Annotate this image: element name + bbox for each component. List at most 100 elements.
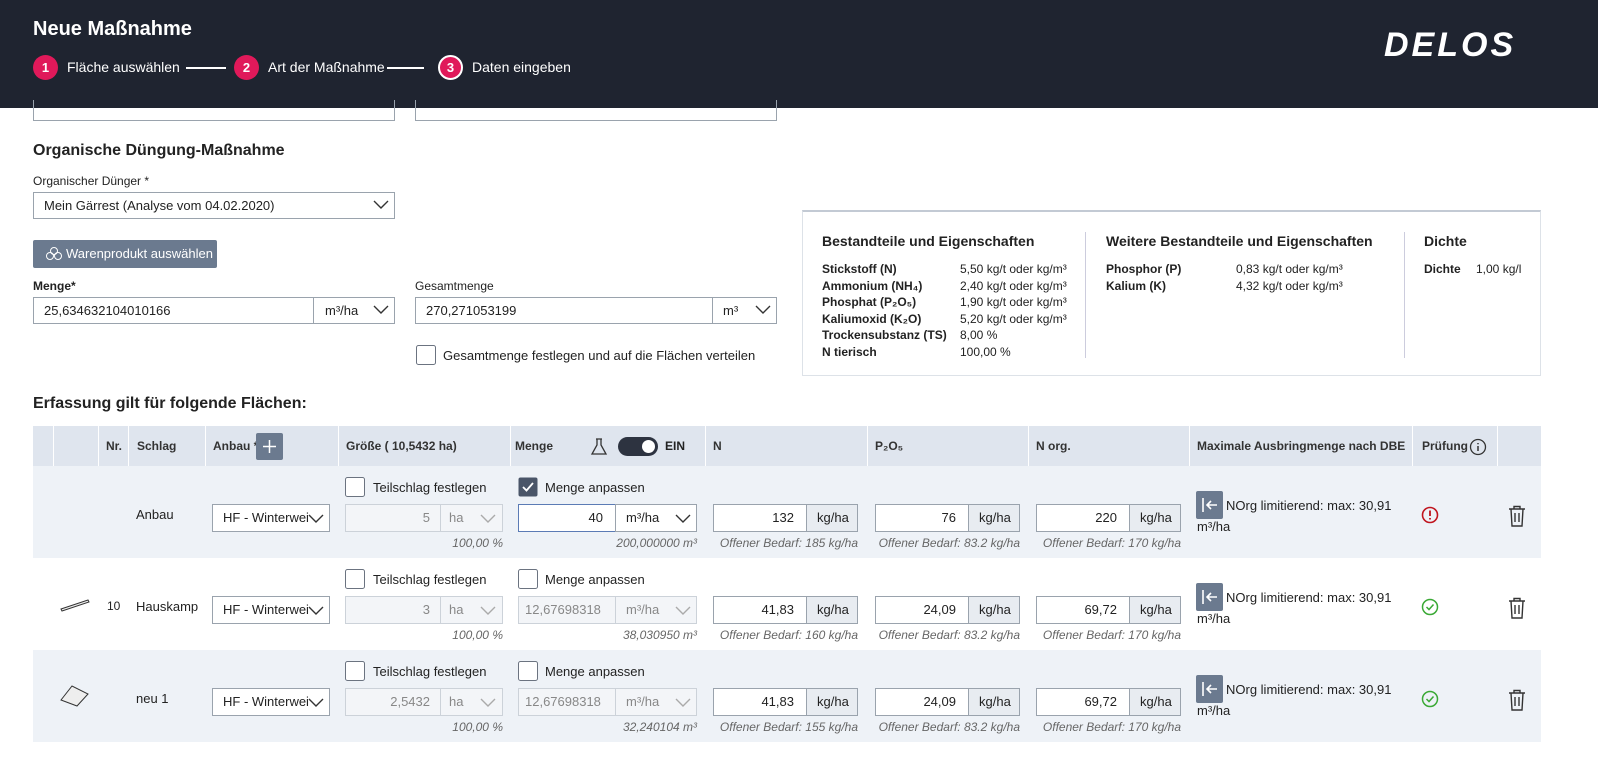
property-value: 100,00 % xyxy=(960,344,1011,359)
checkbox-box[interactable] xyxy=(416,345,436,365)
nutrient-unit[interactable]: kg/ha xyxy=(968,504,1020,532)
menge-input[interactable]: 40 xyxy=(518,504,616,532)
step-circle: 3 xyxy=(438,55,463,80)
nutrient-input[interactable]: 69,72 xyxy=(1036,688,1130,716)
checkbox[interactable] xyxy=(518,661,538,681)
checkbox-label: Teilschlag festlegen xyxy=(373,572,487,587)
checkbox[interactable] xyxy=(518,477,538,497)
info-circle xyxy=(1469,438,1487,456)
size-input[interactable]: 2,5432 xyxy=(345,688,441,716)
nutrient-bedarf: Offener Bedarf: 83.2 kg/ha xyxy=(878,720,1020,734)
menge-unit[interactable]: m³/ha xyxy=(313,297,395,324)
checkbox-box[interactable] xyxy=(345,661,365,681)
step-connector xyxy=(186,67,226,69)
size-input[interactable]: 5 xyxy=(345,504,441,532)
nutrient-unit[interactable]: kg/ha xyxy=(1129,688,1181,716)
divider xyxy=(1085,232,1086,358)
nutrient-unit[interactable]: kg/ha xyxy=(1129,504,1181,532)
menge-unit[interactable]: m³/ha xyxy=(615,596,697,624)
column-divider xyxy=(338,426,339,467)
nutrient-bedarf: Offener Bedarf: 185 kg/ha xyxy=(719,536,858,550)
checkbox-label: Menge anpassen xyxy=(545,480,645,495)
row-schlag: Anbau xyxy=(136,507,174,522)
checkbox-box[interactable] xyxy=(518,477,538,497)
menge-unit[interactable]: m³/ha xyxy=(615,688,697,716)
fertilizer-select[interactable]: Mein Gärrest (Analyse vom 04.02.2020) xyxy=(33,192,395,219)
status-circle xyxy=(1421,598,1439,616)
logo: DELOS xyxy=(1384,26,1517,64)
menge-total: 200,000000 m³ xyxy=(616,536,697,550)
nutrient-unit[interactable]: kg/ha xyxy=(1129,596,1181,624)
chevron-line xyxy=(675,698,691,707)
trash[interactable] xyxy=(1509,689,1525,711)
property-value: 2,40 kg/t oder kg/m³ xyxy=(960,278,1067,293)
nutrient-input[interactable]: 24,09 xyxy=(875,596,969,624)
nutrient-input[interactable]: 24,09 xyxy=(875,688,969,716)
clipped-input xyxy=(415,100,777,121)
toggle-knob xyxy=(642,440,655,453)
row-nr: 10 xyxy=(107,599,121,613)
menge-input[interactable]: 25,634632104010166 xyxy=(33,297,314,324)
checkbox-box[interactable] xyxy=(518,569,538,589)
checkbox[interactable] xyxy=(345,661,365,681)
checkbox[interactable] xyxy=(518,569,538,589)
column-divider xyxy=(98,426,99,467)
delete-icon[interactable] xyxy=(1508,597,1526,619)
nutrient-input[interactable]: 76 xyxy=(875,504,969,532)
anbau-select[interactable]: HF - Winterwei xyxy=(212,504,330,532)
chevron-line xyxy=(675,514,691,523)
nutrient-input[interactable]: 132 xyxy=(713,504,807,532)
nutrient-unit[interactable]: kg/ha xyxy=(806,504,858,532)
checkbox[interactable] xyxy=(345,569,365,589)
chevron xyxy=(675,606,691,615)
nutrient-unit[interactable]: kg/ha xyxy=(806,596,858,624)
checkbox-box[interactable] xyxy=(518,661,538,681)
property-name: Trockensubstanz (TS) xyxy=(822,328,947,342)
nutrient-input[interactable]: 41,83 xyxy=(713,596,807,624)
step-label: Daten eingeben xyxy=(472,59,571,75)
apply-arrow xyxy=(1202,682,1217,696)
trash[interactable] xyxy=(1509,505,1525,527)
nutrient-input[interactable]: 69,72 xyxy=(1036,596,1130,624)
chevron-line xyxy=(308,606,324,615)
column-divider xyxy=(53,426,54,467)
anbau-select[interactable]: HF - Winterwei xyxy=(212,688,330,716)
checkbox-label: Teilschlag festlegen xyxy=(373,664,487,679)
apply-icon xyxy=(1202,498,1217,512)
checkbox[interactable] xyxy=(416,345,436,365)
menge-input[interactable]: 12,67698318 xyxy=(518,688,616,716)
menge-unit[interactable]: m³/ha xyxy=(615,504,697,532)
checkbox-label: Menge anpassen xyxy=(545,664,645,679)
nutrient-unit[interactable]: kg/ha xyxy=(968,688,1020,716)
column-divider xyxy=(128,426,129,467)
button-icon xyxy=(46,247,62,260)
apply-arrow xyxy=(1202,498,1217,512)
checkbox-box[interactable] xyxy=(345,477,365,497)
column-divider xyxy=(1412,426,1413,467)
column-divider xyxy=(867,426,868,467)
size-unit[interactable]: ha xyxy=(440,504,503,532)
chevron xyxy=(480,514,496,523)
nutrient-unit[interactable]: kg/ha xyxy=(806,688,858,716)
checkbox[interactable] xyxy=(345,477,365,497)
anbau-select[interactable]: HF - Winterwei xyxy=(212,596,330,624)
nutrient-input[interactable]: 220 xyxy=(1036,504,1130,532)
toggle[interactable] xyxy=(618,437,658,456)
trash[interactable] xyxy=(1509,597,1525,619)
nutrient-bedarf: Offener Bedarf: 170 kg/ha xyxy=(1042,536,1181,550)
property-name: Kaliumoxid (K₂O) xyxy=(822,311,922,326)
column-divider xyxy=(1189,426,1190,467)
properties-title: Bestandteile und Eigenschaften xyxy=(822,233,1035,249)
checkbox-box[interactable] xyxy=(345,569,365,589)
nutrient-unit[interactable]: kg/ha xyxy=(968,596,1020,624)
nutrient-input[interactable]: 41,83 xyxy=(713,688,807,716)
status-ok xyxy=(1421,598,1439,616)
delete-icon[interactable] xyxy=(1508,505,1526,527)
size-input[interactable]: 3 xyxy=(345,596,441,624)
product-button[interactable]: Warenprodukt auswählen xyxy=(33,240,217,268)
chevron-line xyxy=(373,305,389,314)
menge-input[interactable]: 12,67698318 xyxy=(518,596,616,624)
delete-icon[interactable] xyxy=(1508,689,1526,711)
total-input[interactable]: 270,271053199 xyxy=(415,297,713,324)
status-mark xyxy=(1425,695,1435,703)
